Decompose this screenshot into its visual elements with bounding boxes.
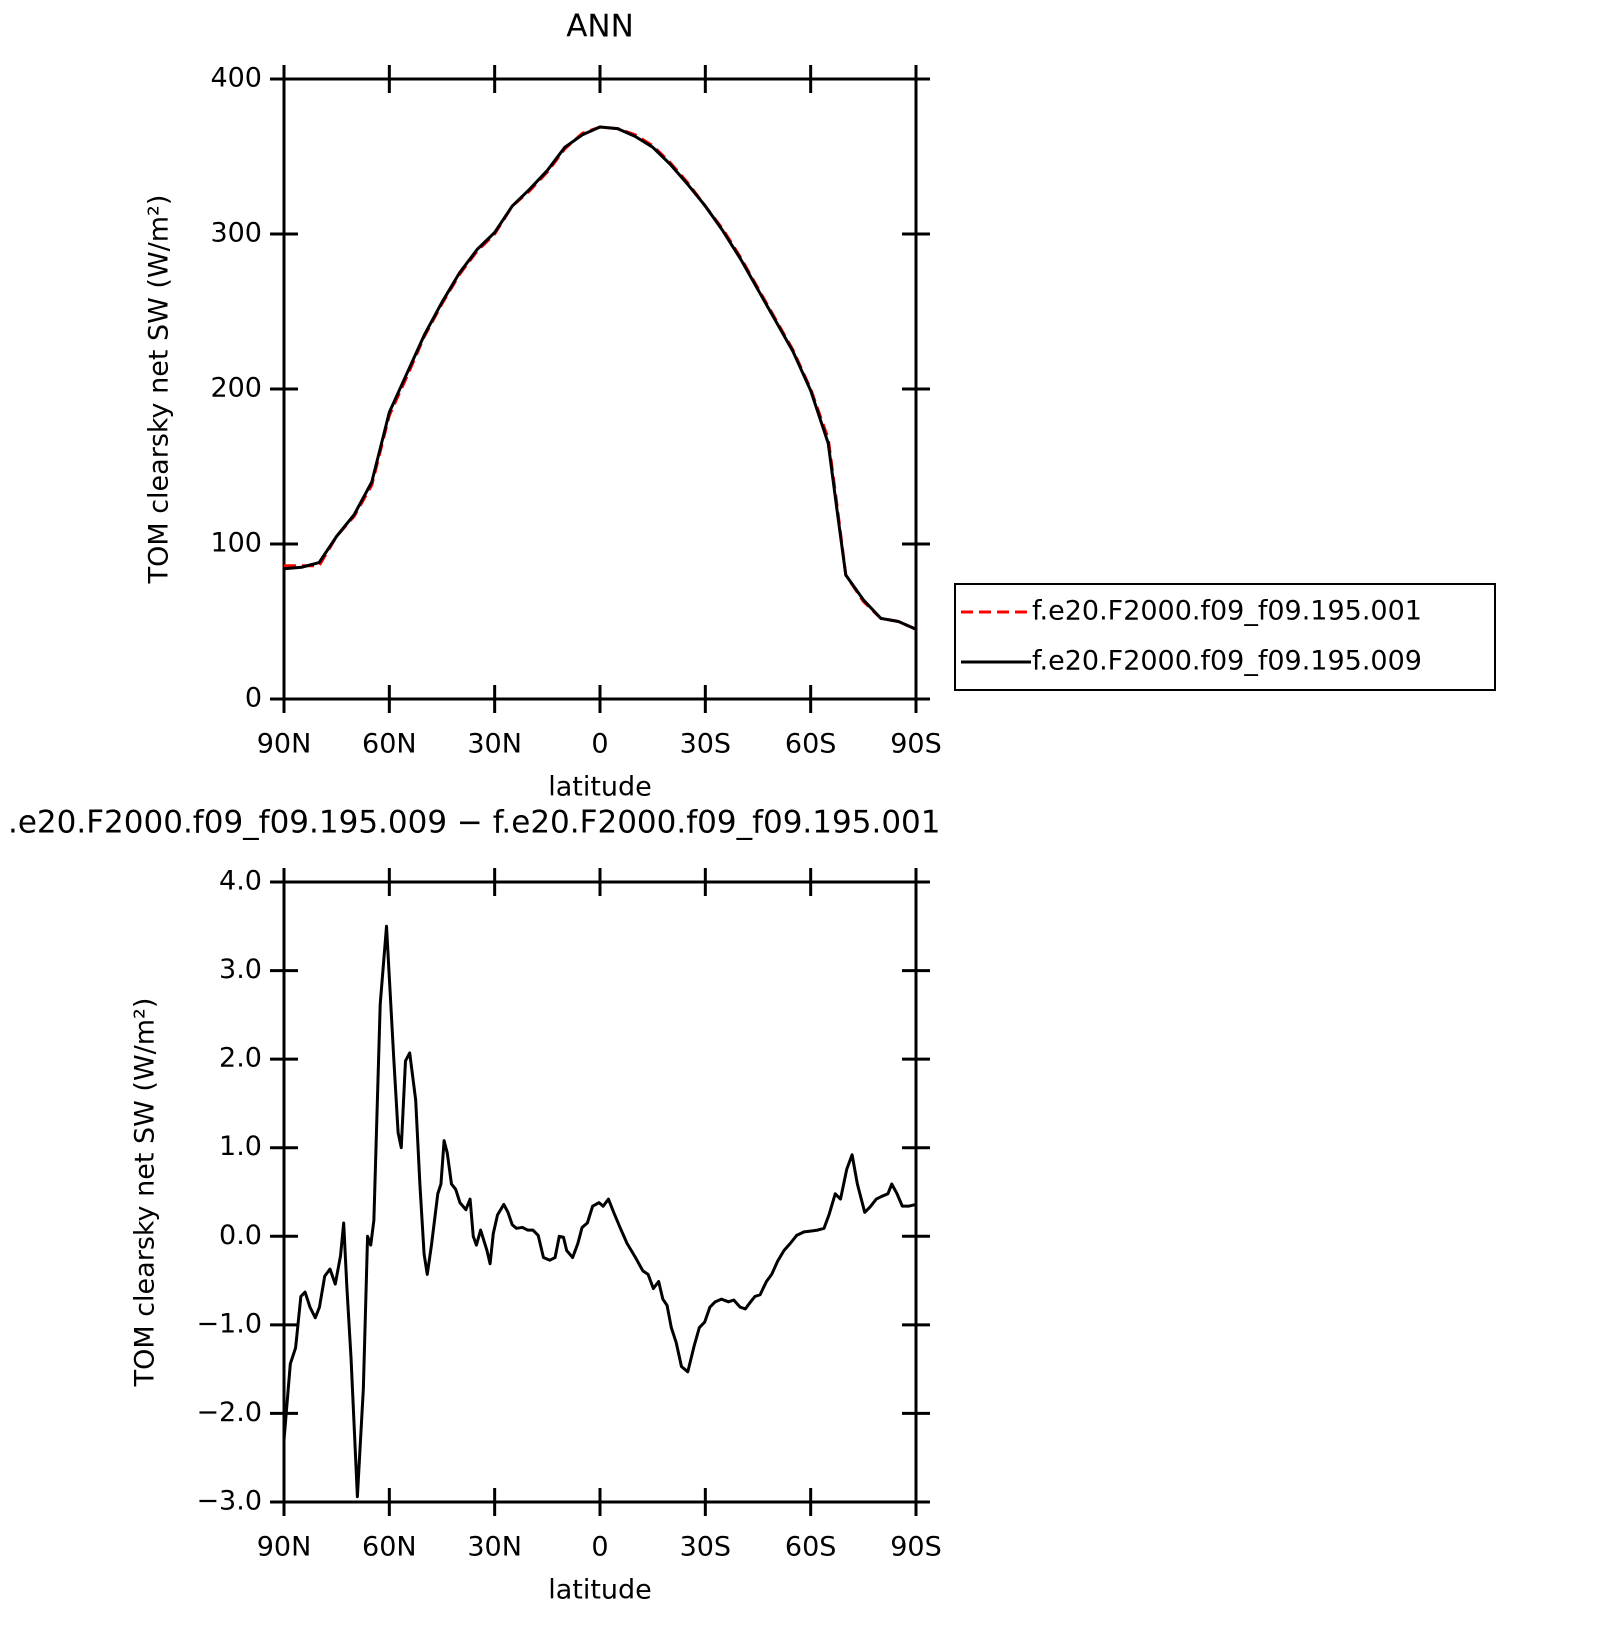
x-tick-label: 90N: [257, 729, 312, 760]
data-line: [284, 125, 917, 631]
x-tick-label: 30N: [467, 729, 522, 760]
x-tick-label: 60S: [785, 729, 837, 760]
y-tick-label: 0.0: [219, 1220, 262, 1251]
x-tick-label: 90S: [890, 1532, 942, 1563]
y-tick-label: 3.0: [219, 954, 262, 985]
data-line: [283, 125, 917, 631]
chart-title: ANN: [566, 9, 634, 45]
y-tick-label: 1.0: [219, 1131, 262, 1162]
y-tick-label: 400: [210, 63, 262, 94]
y-tick-label: 300: [210, 218, 262, 249]
x-tick-label: 0: [591, 729, 608, 760]
y-axis-label: TOM clearsky net SW (W/m²): [130, 998, 161, 1388]
x-tick-label: 60N: [362, 1532, 417, 1563]
plot-frame: [282, 880, 918, 1504]
x-tick-label: 90S: [890, 729, 942, 760]
x-tick-label: 30N: [467, 1532, 522, 1563]
y-tick-label: −3.0: [196, 1486, 262, 1517]
x-tick-label: 60S: [785, 1532, 837, 1563]
x-tick-label: 60N: [362, 729, 417, 760]
legend-label: f.e20.F2000.f09_f09.195.009: [1032, 646, 1422, 677]
x-tick-label: 90N: [257, 1532, 312, 1563]
x-tick-label: 0: [591, 1532, 608, 1563]
y-tick-label: 100: [210, 528, 262, 559]
x-axis-label: latitude: [548, 1575, 652, 1606]
y-tick-label: −2.0: [196, 1397, 262, 1428]
y-tick-label: 0: [245, 683, 262, 714]
y-axis-label: TOM clearsky net SW (W/m²): [144, 195, 175, 585]
data-line: [282, 924, 917, 1499]
x-axis-label: latitude: [548, 772, 652, 803]
y-tick-label: 200: [210, 373, 262, 404]
x-tick-label: 30S: [680, 1532, 732, 1563]
y-tick-label: 4.0: [219, 866, 262, 897]
plot-frame: [282, 77, 918, 701]
chart-title: .e20.F2000.f09_f09.195.009 − f.e20.F2000…: [8, 805, 940, 841]
x-tick-label: 30S: [680, 729, 732, 760]
legend-box: [954, 583, 1496, 691]
y-tick-label: 2.0: [219, 1043, 262, 1074]
y-tick-label: −1.0: [196, 1308, 262, 1339]
legend-label: f.e20.F2000.f09_f09.195.001: [1032, 596, 1422, 627]
